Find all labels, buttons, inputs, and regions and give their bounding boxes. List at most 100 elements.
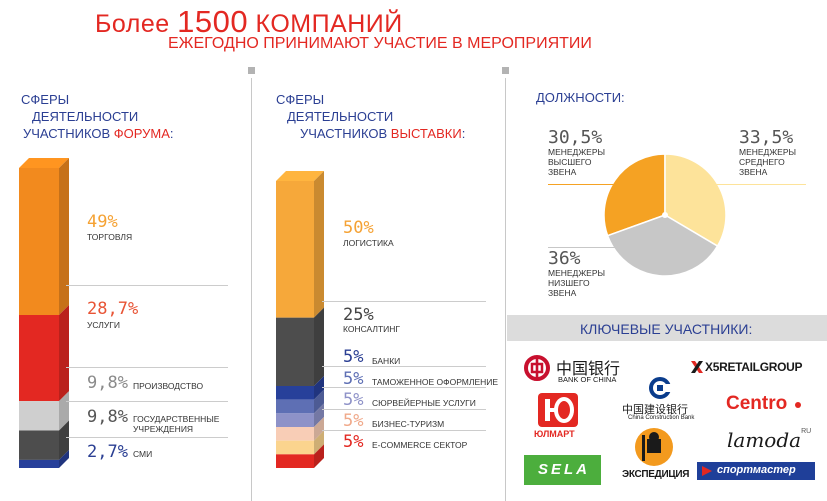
expo-title-line1: Сферы xyxy=(276,92,325,107)
expo-pct-survey: 5% xyxy=(343,390,364,410)
expo-separator xyxy=(322,409,486,410)
column-divider-left xyxy=(251,78,252,501)
ulmart-text: ЮЛМАРТ xyxy=(534,429,575,439)
logo-lamoda: lamodaRU xyxy=(727,428,811,452)
pie-leader-top xyxy=(548,184,638,185)
forum-pct-services: 28,7% xyxy=(87,299,139,319)
pie-slice-0 xyxy=(603,153,666,237)
expo-bar-segment-side-7 xyxy=(314,444,324,468)
centro-dot-icon xyxy=(794,401,801,408)
expo-bar-segment-2 xyxy=(276,386,314,400)
expo-bar-segment-side-1 xyxy=(314,307,324,386)
forum-bar-top-face xyxy=(19,158,69,168)
pie-leader-middle xyxy=(706,184,806,185)
expo-label-tourism: бизнес-туризм xyxy=(372,419,445,429)
bank-of-china-en: BANK OF CHINA xyxy=(558,375,617,384)
forum-title: Сферы деятельности участников форума: xyxy=(21,91,174,142)
forum-title-highlight: форума xyxy=(113,126,170,141)
expo-bar-segment-3 xyxy=(276,399,314,414)
forum-bar-chart xyxy=(19,158,69,468)
participants-title: Ключевые участники: xyxy=(580,321,753,337)
logo-centro: Centro xyxy=(726,393,801,415)
logo-sela: SELA xyxy=(524,455,601,485)
expo-pct-logistics: 50% xyxy=(343,218,374,238)
logo-expedition: ЭКСПЕДИЦИЯ xyxy=(622,425,689,487)
forum-separator xyxy=(66,285,228,286)
ccb-cn: 中国建设银行 xyxy=(622,403,688,416)
expo-separator xyxy=(322,301,486,302)
positions-title: Должности: xyxy=(536,90,625,105)
forum-label-production: производство xyxy=(133,381,204,391)
expo-bar-segment-side-4 xyxy=(314,403,324,427)
sela-text: SELA xyxy=(538,461,591,478)
expo-separator xyxy=(322,387,486,388)
centro-text: Centro xyxy=(726,393,788,414)
logo-china-construction-bank: 中国建设银行 China Construction Bank xyxy=(622,377,702,427)
expo-labels: 50% логистика 25% консалтинг 5% банки 5%… xyxy=(322,218,499,452)
forum-title-line1: Сферы xyxy=(21,92,70,107)
lamoda-ru: RU xyxy=(801,428,812,435)
expo-bar-chart xyxy=(276,171,324,468)
forum-title-line2: деятельности xyxy=(32,109,139,124)
logo-bank-of-china: 中国银行 BANK OF CHINA xyxy=(524,355,624,387)
bank-of-china-icon xyxy=(524,355,550,381)
divider-marker-right xyxy=(502,67,509,74)
expo-label-ecommerce: e-commerce сектор xyxy=(372,440,468,450)
expo-bar-segment-side-0 xyxy=(314,171,324,318)
column-divider-right xyxy=(505,78,506,501)
forum-label-government: государственные учреждения xyxy=(133,414,220,434)
expo-label-survey: сюрвейерные услуги xyxy=(372,398,476,408)
forum-pct-media: 2,7% xyxy=(87,442,128,462)
expo-separator xyxy=(322,366,486,367)
expo-label-customs: таможенное оформление xyxy=(372,377,499,387)
expo-pct-banks: 5% xyxy=(343,347,364,367)
sportmaster-text: спортмастер xyxy=(717,464,796,476)
expo-bar-segment-side-2 xyxy=(314,376,324,400)
forum-label-media: СМИ xyxy=(133,449,153,459)
headline-number: 1500 xyxy=(177,4,249,39)
ccb-icon xyxy=(649,377,671,399)
participants-band xyxy=(507,315,827,341)
sportmaster-icon xyxy=(702,466,712,476)
bank-of-china-cn: 中国银行 xyxy=(556,359,621,378)
expo-bar-segment-5 xyxy=(276,427,314,441)
logo-sportmaster: спортмастер xyxy=(697,462,815,480)
expo-label-logistics: логистика xyxy=(343,238,394,248)
forum-bar-segment-2 xyxy=(19,401,59,431)
pie-slice-2 xyxy=(606,214,719,277)
forum-bar-segment-1 xyxy=(19,315,59,402)
expo-bar-segment-side-6 xyxy=(314,430,324,455)
headline: Более 1500 компаний xyxy=(95,4,403,40)
headline-suffix: компаний xyxy=(255,10,403,38)
expo-pct-customs: 5% xyxy=(343,369,364,389)
expo-separator xyxy=(322,430,486,431)
expo-title-line2: деятельности xyxy=(287,109,394,124)
forum-separator xyxy=(66,367,228,368)
forum-pct-production: 9,8% xyxy=(87,373,128,393)
expo-pct-ecommerce: 5% xyxy=(343,432,364,452)
expedition-icon xyxy=(635,428,673,466)
forum-title-line3: участников форума: xyxy=(23,126,174,141)
expo-bar-segment-7 xyxy=(276,454,314,468)
pie-center-dot xyxy=(662,212,668,218)
divider-marker-left xyxy=(248,67,255,74)
expo-pct-consulting: 25% xyxy=(343,305,374,325)
expo-bar-segment-0 xyxy=(276,181,314,318)
forum-label-trade: торговля xyxy=(87,232,133,242)
forum-pct-government: 9,8% xyxy=(87,407,128,427)
x5-icon xyxy=(691,361,703,373)
expo-bar-segment-1 xyxy=(276,317,314,386)
forum-bar-segment-0 xyxy=(19,168,59,315)
forum-separator xyxy=(66,401,228,402)
forum-label-services: услуги xyxy=(87,320,120,330)
forum-separator xyxy=(66,437,228,438)
ulmart-icon xyxy=(538,393,578,427)
expo-bar-segment-6 xyxy=(276,440,314,455)
forum-pct-trade: 49% xyxy=(87,212,118,232)
x5-text: X5RETAILGROUP xyxy=(705,360,803,374)
expo-label-banks: банки xyxy=(372,356,401,366)
pie-label-top: 30,5% менеджеры высшего звена xyxy=(548,127,606,178)
forum-bar-segment-side-1 xyxy=(59,305,69,402)
expo-title: Сферы деятельности участников выставки: xyxy=(276,91,465,142)
subheadline: ежегодно принимают участие в мероприятии xyxy=(168,35,592,52)
